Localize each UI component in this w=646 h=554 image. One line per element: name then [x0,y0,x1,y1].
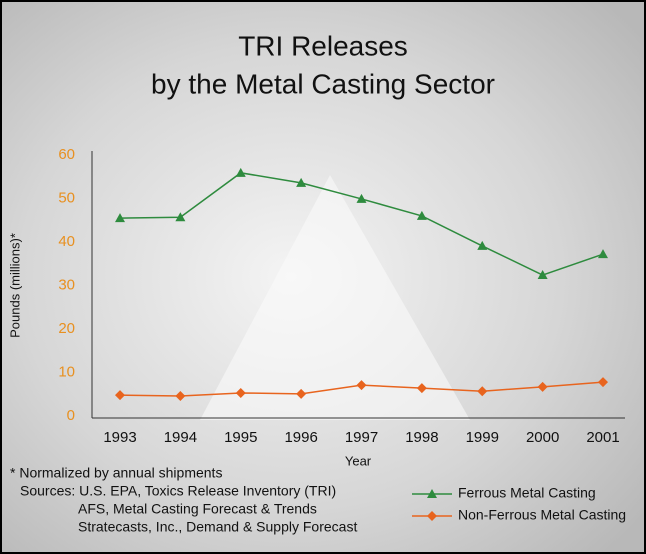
y-tick-label: 10 [58,363,75,380]
x-tick-label: 1995 [224,429,257,446]
note: AFS, Metal Casting Forecast & Trends [78,501,317,517]
x-tick-label: 1998 [405,429,438,446]
y-tick-label: 50 [58,189,75,206]
x-tick-label: 1999 [466,429,499,446]
x-tick-label: 1994 [164,429,197,446]
chart: TRI Releases by the Metal Casting Sector 0… [0,0,646,554]
legend-label: Ferrous Metal Casting [458,485,596,501]
chart-title: TRI Releases [238,30,408,61]
x-tick-label: 1996 [284,429,317,446]
x-tick-label: 2001 [586,429,619,446]
y-axis-label: Pounds (millions)* [7,233,22,338]
note: Sources: U.S. EPA, Toxics Release Invent… [20,483,336,499]
chart-title: by the Metal Casting Sector [151,68,495,99]
x-axis-label: Year [345,453,372,468]
x-tick-label: 1993 [103,429,136,446]
y-tick-label: 40 [58,233,75,250]
y-tick-label: 30 [58,276,75,293]
note: Stratecasts, Inc., Demand & Supply Forec… [78,519,357,535]
x-tick-label: 1997 [345,429,378,446]
y-tick-label: 0 [67,407,75,424]
y-tick-label: 20 [58,320,75,337]
note: * Normalized by annual shipments [10,465,222,481]
x-tick-label: 2000 [526,429,559,446]
y-tick-label: 60 [58,146,75,163]
legend-label: Non-Ferrous Metal Casting [458,507,626,523]
